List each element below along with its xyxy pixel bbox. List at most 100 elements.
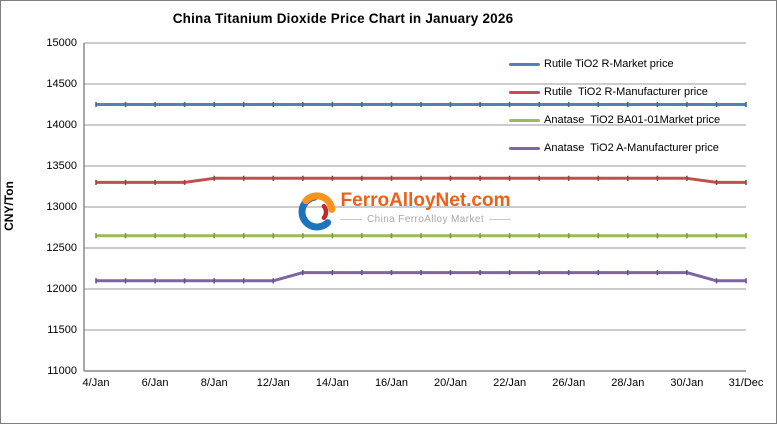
data-point-marker [124, 101, 127, 108]
data-point-marker [538, 101, 540, 108]
data-point-marker [390, 175, 393, 181]
data-point-marker [745, 179, 747, 185]
data-point-marker [567, 101, 570, 108]
y-axis-title: CNY/Ton [2, 181, 16, 231]
data-point-marker [627, 175, 629, 181]
legend-swatch-line [509, 118, 540, 122]
x-tick-label: 28/Jan [611, 377, 645, 389]
data-point-marker [95, 278, 97, 284]
data-point-marker [213, 233, 215, 239]
data-point-marker [567, 175, 570, 181]
data-point-marker [331, 270, 334, 276]
data-point-marker [656, 175, 659, 181]
legend-swatch-line [509, 62, 540, 66]
legend-swatch-line [509, 90, 540, 94]
y-tick-label: 11000 [47, 365, 77, 377]
ferroalloynet-logo-icon [298, 192, 336, 231]
data-point-marker [686, 175, 688, 181]
data-point-marker [420, 175, 422, 181]
data-point-marker [479, 233, 481, 239]
data-point-marker [420, 270, 422, 276]
legend-item-label: Anatase TiO2 A-Manufacturer price [544, 142, 719, 154]
legend-item-label: Rutile TiO2 R-Manufacturer price [544, 86, 708, 98]
watermark-logo: FerroAlloyNet.com China FerroAlloy Marke… [297, 190, 512, 232]
x-tick-label: 31/Dec [728, 377, 764, 389]
data-point-marker [567, 233, 570, 239]
watermark-right-rule [489, 219, 512, 220]
data-point-marker [449, 175, 452, 181]
data-point-marker [154, 233, 156, 239]
data-point-marker [390, 270, 393, 276]
x-tick-label: 14/Jan [315, 377, 349, 389]
data-point-marker [538, 175, 540, 181]
data-point-marker [627, 233, 629, 239]
data-point-marker [242, 175, 245, 181]
data-point-marker [508, 233, 511, 239]
data-point-marker [567, 270, 570, 276]
data-point-marker [449, 233, 452, 239]
data-point-marker [745, 101, 747, 108]
data-point-marker [95, 179, 97, 185]
data-point-marker [656, 270, 659, 276]
data-point-marker [508, 270, 511, 276]
data-point-marker [124, 179, 127, 185]
data-point-marker [95, 233, 97, 239]
data-point-marker [686, 270, 688, 276]
x-tick-label: 22/Jan [493, 377, 527, 389]
data-point-marker [745, 233, 747, 239]
watermark-left-rule [340, 219, 362, 220]
data-point-marker [302, 270, 304, 276]
x-tick-label: 4/Jan [82, 377, 110, 389]
data-point-marker [508, 101, 511, 108]
legend-item-label: Rutile TiO2 R-Market price [544, 58, 674, 70]
data-point-marker [627, 101, 629, 108]
data-point-marker [183, 101, 186, 108]
data-point-marker [213, 175, 215, 181]
data-point-marker [715, 101, 718, 108]
x-tick-label: 16/Jan [374, 377, 408, 389]
data-point-marker [331, 175, 334, 181]
y-tick-label: 14000 [46, 119, 77, 131]
data-point-marker [361, 101, 363, 108]
y-tick-label: 13000 [46, 201, 77, 213]
data-point-marker [597, 175, 600, 181]
y-tick-label: 15000 [46, 37, 77, 49]
data-point-marker [272, 175, 275, 181]
data-point-marker [745, 278, 747, 284]
data-point-marker [302, 233, 304, 239]
data-point-marker [272, 233, 275, 239]
x-tick-label: 20/Jan [434, 377, 468, 389]
data-point-marker [597, 233, 600, 239]
x-tick-label: 26/Jan [552, 377, 586, 389]
data-point-marker [449, 101, 452, 108]
data-point-marker [154, 278, 156, 284]
data-point-marker [272, 101, 275, 108]
data-point-marker [213, 278, 215, 284]
data-point-marker [597, 270, 600, 276]
x-tick-label: 8/Jan [200, 377, 228, 389]
data-point-marker [242, 233, 245, 239]
data-point-marker [715, 179, 718, 185]
data-point-marker [420, 101, 422, 108]
data-point-marker [538, 233, 540, 239]
data-point-marker [154, 179, 156, 185]
data-point-marker [183, 278, 186, 284]
data-point-marker [242, 278, 245, 284]
data-point-marker [508, 175, 511, 181]
data-point-marker [479, 175, 481, 181]
watermark-tagline: China FerroAlloy Market [367, 214, 485, 225]
data-point-marker [715, 278, 718, 284]
x-tick-label: 12/Jan [256, 377, 290, 389]
y-tick-label: 14500 [46, 78, 77, 90]
data-point-marker [686, 101, 688, 108]
data-point-marker [686, 233, 688, 239]
data-point-marker [656, 101, 659, 108]
data-point-marker [331, 233, 334, 239]
data-point-marker [124, 278, 127, 284]
data-point-marker [627, 270, 629, 276]
data-point-marker [479, 270, 481, 276]
chart-title: China Titanium Dioxide Price Chart in Ja… [172, 11, 514, 26]
data-point-marker [597, 101, 600, 108]
data-point-marker [656, 233, 659, 239]
data-point-marker [183, 233, 186, 239]
